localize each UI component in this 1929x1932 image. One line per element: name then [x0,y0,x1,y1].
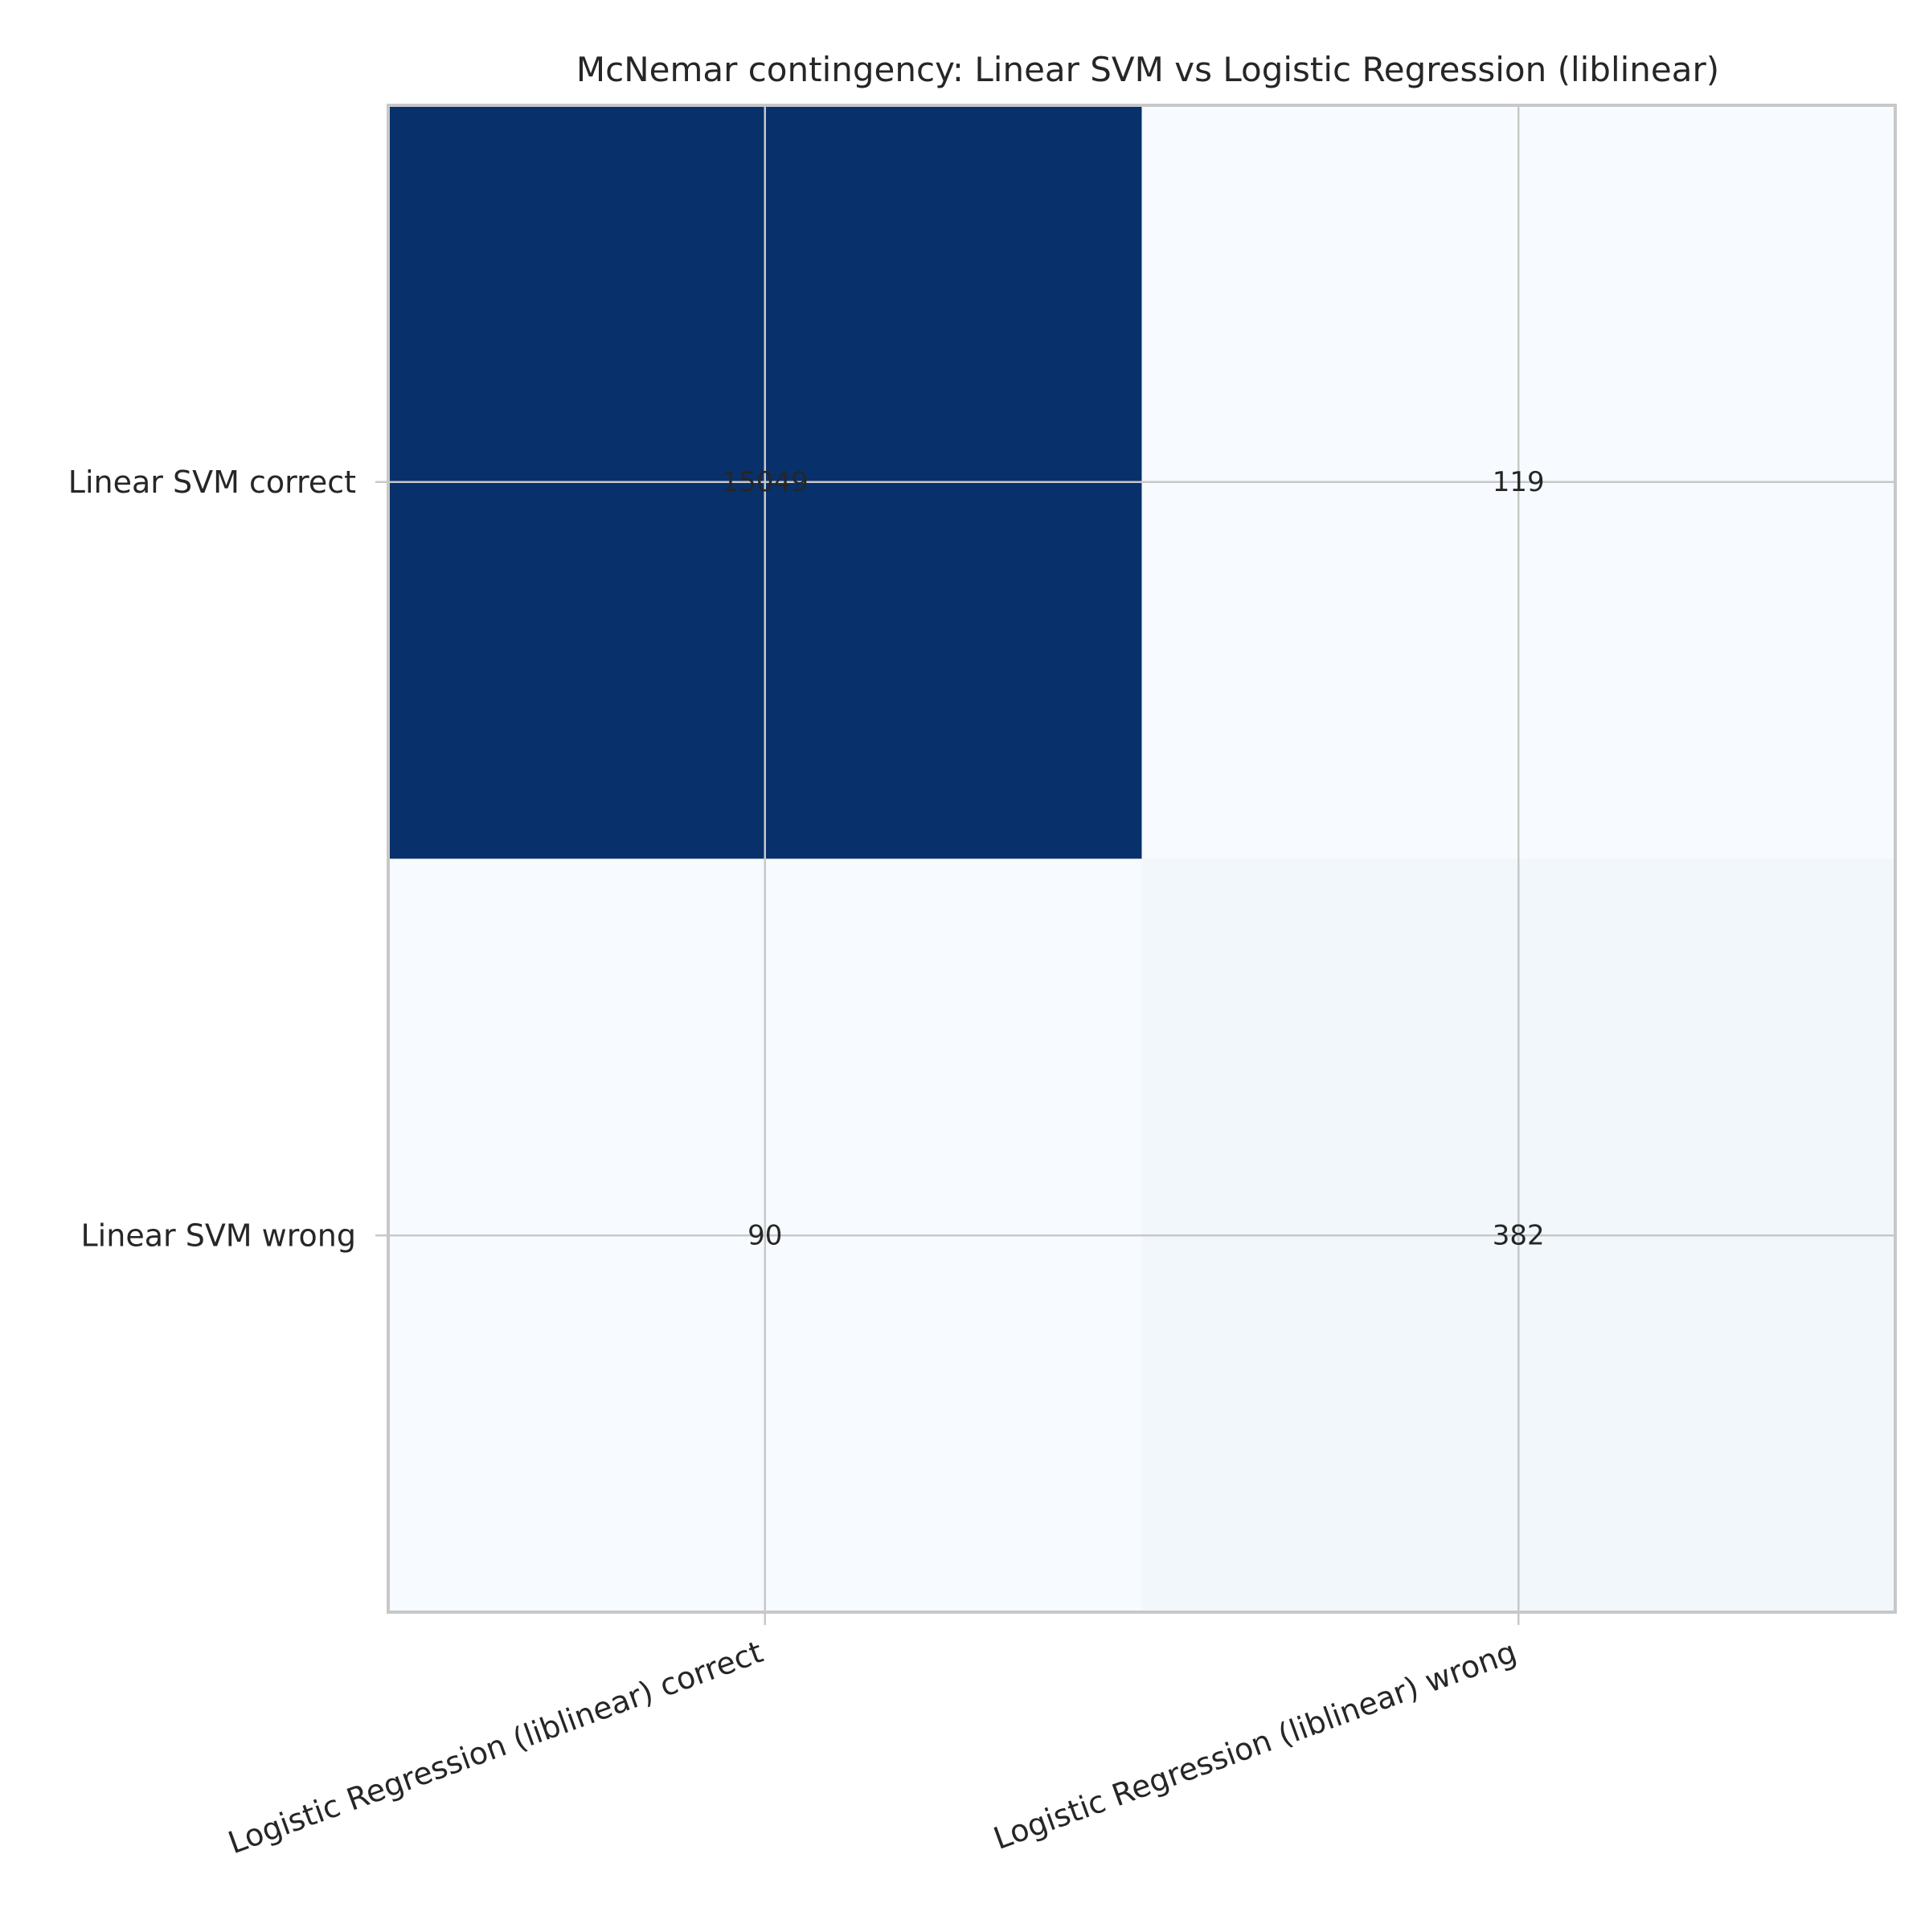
chart-title: McNemar contingency: Linear SVM vs Logis… [576,50,1719,89]
x-tick-label: Logistic Regression (liblinear) wrong [989,1634,1521,1856]
plot-frame [387,104,1897,1614]
cell-value-labels: 15049 119 90 382 [722,466,1545,1252]
cell-value-label: 382 [1493,1219,1545,1251]
heatmap-cells [388,105,1895,1612]
y-tick-labels: Linear SVM correct Linear SVM wrong [68,465,356,1254]
cell-value-label: 15049 [722,466,809,498]
y-tick-label: Linear SVM wrong [81,1218,356,1253]
cell-value-label: 119 [1493,466,1545,498]
grid-lines [375,105,1895,1625]
y-tick-label: Linear SVM correct [68,465,356,500]
plot-border [387,104,1897,1614]
cell-value-label: 90 [747,1219,782,1251]
x-tick-label: Logistic Regression (liblinear) correct [223,1634,768,1860]
x-tick-labels: Logistic Regression (liblinear) correct L… [223,1634,1521,1860]
